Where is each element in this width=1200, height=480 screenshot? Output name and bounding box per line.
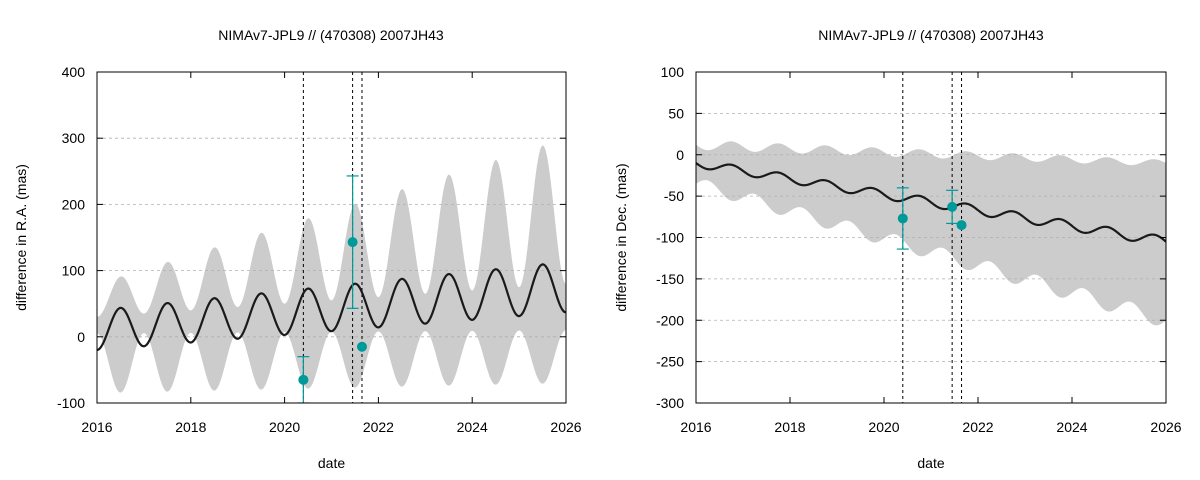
uncertainty-band	[97, 145, 566, 393]
x-tick-label: 2022	[962, 419, 993, 435]
y-tick-label: 0	[676, 147, 684, 163]
observation-point	[298, 374, 309, 385]
y-tick-label: -150	[656, 271, 684, 287]
y-tick-label: -100	[57, 395, 85, 411]
x-tick-label: 2016	[81, 419, 112, 435]
dec-difference-chart: 2016 2018 2020 2022 2024 2026 -300 -250 -200 -150…	[613, 27, 1182, 471]
y-tick-label: 200	[62, 196, 86, 212]
observation-3	[356, 341, 367, 352]
plot-frame	[96, 71, 567, 404]
x-tick-label: 2020	[868, 419, 899, 435]
y-tick-label: -250	[656, 354, 684, 370]
observation-3	[956, 220, 967, 231]
chart-title: NIMAv7-JPL9 // (470308) 2007JH43	[818, 27, 1044, 43]
observation-1	[297, 356, 310, 403]
observation-2	[346, 175, 359, 309]
x-tick-label: 2022	[363, 419, 394, 435]
model-curve	[97, 263, 566, 352]
x-axis-label: date	[318, 455, 345, 471]
y-axis-label: difference in Dec. (mas)	[613, 163, 629, 311]
chart-title: NIMAv7-JPL9 // (470308) 2007JH43	[218, 27, 444, 43]
x-axis-label: date	[917, 455, 944, 471]
y-tick-label: 300	[62, 130, 86, 146]
x-tick-label: 2026	[1150, 419, 1181, 435]
observation-1	[896, 187, 909, 250]
observation-point	[956, 220, 967, 231]
y-tick-label: 0	[77, 329, 85, 345]
x-tick-label: 2026	[550, 419, 581, 435]
y-tick-label: 100	[62, 263, 86, 279]
observation-point	[356, 341, 367, 352]
x-tick-label: 2018	[774, 419, 805, 435]
y-tick-label: 400	[62, 64, 86, 80]
y-tick-label: -200	[656, 312, 684, 328]
y-axis-label: difference in R.A. (mas)	[13, 164, 29, 311]
observation-point	[897, 213, 908, 224]
y-tick-label: 50	[668, 105, 684, 121]
ra-difference-chart: 2016 2018 2020 2022 2024 2026 -100 0 100 200 300 40…	[13, 27, 582, 471]
x-tick-label: 2016	[680, 419, 711, 435]
x-tick-label: 2024	[1056, 419, 1087, 435]
observation-point	[347, 237, 358, 248]
observation-2	[946, 189, 959, 225]
model-curve	[696, 162, 1166, 243]
y-tick-label: -100	[656, 230, 684, 246]
y-tick-label: -50	[664, 188, 684, 204]
y-tick-label: 100	[661, 64, 685, 80]
uncertainty-band	[696, 141, 1166, 326]
y-tick-label: -300	[656, 395, 684, 411]
x-tick-label: 2020	[269, 419, 300, 435]
observation-point	[947, 201, 958, 212]
x-tick-label: 2018	[175, 419, 206, 435]
x-tick-label: 2024	[457, 419, 488, 435]
